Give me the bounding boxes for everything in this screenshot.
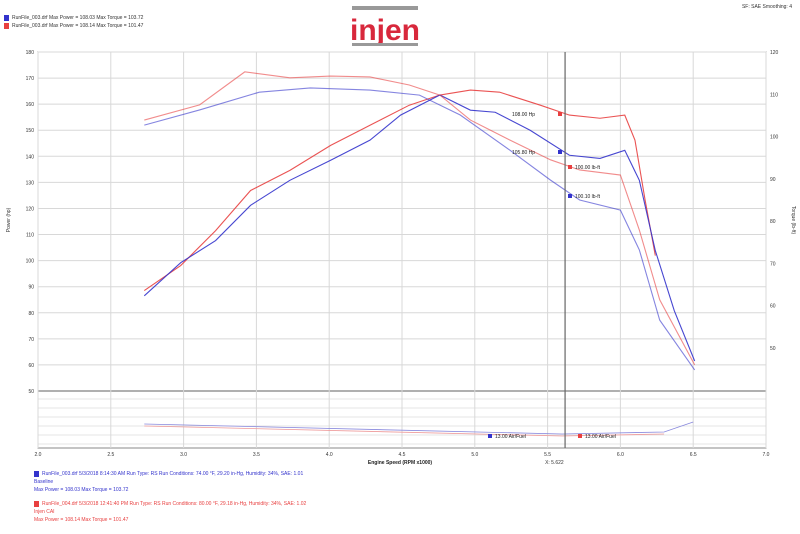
y-tick-label: 180	[26, 50, 35, 56]
y-tick-label: 100	[26, 259, 35, 265]
y-tick-label: 60	[28, 363, 34, 369]
x-tick-label: 5.5	[544, 452, 551, 458]
y2-tick-label: 60	[770, 304, 776, 310]
x-tick-label: 3.5	[253, 452, 260, 458]
legend-swatch	[34, 470, 39, 477]
x-tick-label: 2.0	[35, 452, 42, 458]
series-line-0	[143, 89, 656, 292]
y2-tick-label: 100	[770, 135, 779, 141]
series-line-3	[144, 87, 696, 371]
series-line-2	[144, 71, 696, 366]
y-tick-label: 80	[28, 311, 34, 317]
annotation-marker	[488, 434, 492, 438]
y-tick-label: 140	[26, 154, 35, 160]
y-tick-label: 130	[26, 180, 35, 186]
y-tick-label: 150	[26, 128, 35, 134]
x-tick-label: 5.0	[471, 452, 478, 458]
legend-swatch	[34, 500, 39, 507]
legend-entry: RunFile_004.drf 5/3/2018 12:41:40 PM Run…	[34, 500, 306, 524]
legend-entry: RunFile_003.drf 5/3/2018 8:14:30 AM Run …	[34, 470, 303, 494]
red-swatch	[4, 22, 9, 29]
afr-line-red	[144, 425, 665, 437]
injen-logo: injen	[350, 6, 420, 47]
annotation-marker	[558, 150, 562, 154]
y-tick-label: 110	[26, 233, 34, 239]
y2-axis-label: Torque (lb-ft)	[790, 206, 796, 235]
annotation-label: 13.00 Air/Fuel	[585, 434, 616, 440]
y-tick-label: 50	[28, 389, 34, 395]
annotation-label: 100.00 lb-ft	[575, 165, 601, 171]
cursor-readout: X: 5.622	[545, 460, 564, 466]
x-tick-label: 6.5	[690, 452, 697, 458]
legend-run-info: RunFile_004.drf 5/3/2018 12:41:40 PM Run…	[42, 501, 307, 507]
annotation-marker	[568, 165, 572, 169]
y-tick-label: 120	[26, 206, 35, 212]
legend-run-name: Injen CAI	[34, 509, 55, 515]
legend-run-info: RunFile_003.drf 5/3/2018 8:14:30 AM Run …	[42, 471, 304, 477]
y-tick-label: 160	[26, 102, 35, 108]
x-tick-label: 4.0	[326, 452, 333, 458]
annotation-marker	[558, 112, 562, 116]
smoothing-info: SF: SAE Smoothing: 4	[741, 4, 792, 10]
y2-tick-label: 90	[770, 177, 776, 183]
x-tick-label: 7.0	[763, 452, 770, 458]
x-tick-label: 6.0	[617, 452, 624, 458]
svg-text:injen: injen	[350, 14, 420, 47]
x-axis-label: Engine Speed (RPM x1000)	[368, 460, 433, 466]
y-tick-label: 170	[26, 76, 35, 82]
y2-tick-label: 70	[770, 261, 776, 267]
y2-tick-label: 80	[770, 219, 776, 225]
annotation-marker	[568, 194, 572, 198]
run2-summary: RunFile_003.drf Max Power = 108.14 Max T…	[12, 23, 144, 29]
annotation-label: 13.00 Air/Fuel	[495, 434, 526, 440]
x-tick-label: 4.5	[399, 452, 406, 458]
series-line-1	[143, 94, 696, 362]
run1-summary: RunFile_003.drf Max Power = 108.03 Max T…	[12, 15, 144, 21]
legend-run-name: Baseline	[34, 479, 54, 485]
blue-swatch	[4, 14, 9, 21]
run-summary: RunFile_003.drf Max Power = 108.03 Max T…	[4, 14, 143, 30]
legend-run-max: Max Power = 108.03 Max Torque = 103.72	[34, 487, 129, 493]
y-tick-label: 90	[28, 285, 34, 291]
y-axis-label: Power (hp)	[6, 207, 12, 232]
annotation-label: 105.80 Hp	[512, 150, 535, 156]
y2-tick-label: 110	[770, 92, 778, 98]
annotation-label: 108.00 Hp	[512, 112, 535, 118]
annotation-label: 100.10 lb-ft	[575, 194, 601, 200]
y2-tick-label: 120	[770, 50, 779, 56]
x-tick-label: 3.0	[180, 452, 187, 458]
y-tick-label: 70	[28, 337, 34, 343]
x-tick-label: 2.5	[107, 452, 114, 458]
legend-run-max: Max Power = 108.14 Max Torque = 101.47	[34, 517, 129, 523]
afr-line-blue	[144, 421, 694, 435]
annotation-marker	[578, 434, 582, 438]
y2-tick-label: 50	[770, 346, 776, 352]
